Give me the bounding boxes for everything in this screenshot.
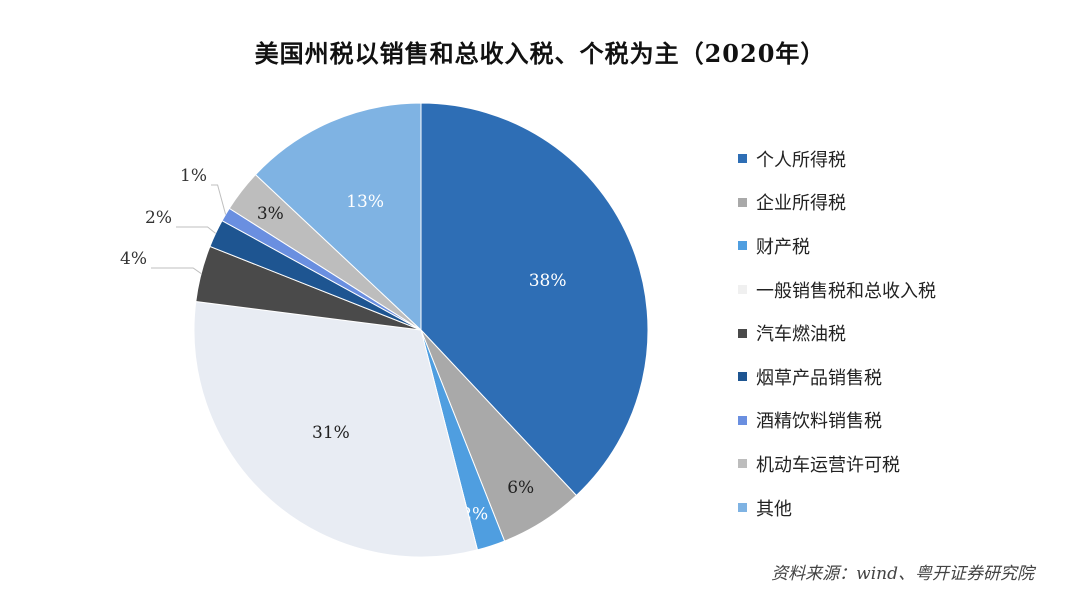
slice-label: 4% — [120, 249, 147, 269]
legend-label: 其他 — [756, 498, 792, 520]
legend-label: 烟草产品销售税 — [756, 367, 882, 389]
leader-line — [211, 184, 227, 215]
legend-label: 企业所得税 — [756, 193, 846, 215]
legend-item: 个人所得税 — [738, 137, 936, 181]
legend-swatch — [738, 328, 747, 338]
legend-label: 汽车燃油税 — [756, 324, 846, 346]
slice-label: 13% — [346, 192, 384, 212]
legend-swatch — [738, 197, 747, 207]
legend-item: 其他 — [738, 486, 936, 530]
slice-label: 1% — [180, 166, 207, 186]
pie-slice — [254, 102, 422, 332]
chart-legend: 个人所得税企业所得税财产税一般销售税和总收入税 汽车燃油税烟草产品销售税 酒精饮料销… — [738, 137, 936, 529]
legend-swatch — [738, 154, 747, 164]
legend-swatch — [738, 459, 747, 469]
legend-item: 财产税 — [738, 224, 936, 268]
slice-label: 38% — [529, 271, 567, 291]
legend-item: 烟草产品销售税 — [738, 355, 936, 399]
slice-label: 3% — [257, 204, 284, 224]
legend-swatch — [738, 372, 747, 382]
legend-label: 酒精饮料销售税 — [756, 411, 882, 433]
source-note: 资料来源：wind、粤开证券研究院 — [771, 564, 1034, 584]
slice-label: 6% — [507, 478, 534, 498]
pie-slice — [420, 102, 649, 497]
legend-item: 酒精饮料销售税 — [738, 399, 936, 443]
legend-item: 一般销售税和总收入税 — [738, 268, 936, 312]
pie-slice — [193, 300, 479, 558]
chart-title: 美国州税以销售和总收入税、个税为主（2020年） — [254, 39, 826, 68]
legend-label: 财产税 — [756, 236, 810, 258]
legend-label: 个人所得税 — [756, 149, 846, 171]
legend-swatch — [738, 285, 747, 295]
legend-swatch — [738, 241, 747, 251]
legend-item: 机动车运营许可税 — [738, 442, 936, 486]
legend-item: 企业所得税 — [738, 181, 936, 225]
legend-item: 汽车燃油税 — [738, 311, 936, 355]
slice-label: 31% — [312, 423, 350, 443]
leader-line — [176, 226, 216, 234]
leader-line — [151, 267, 202, 274]
legend-label: 机动车运营许可税 — [756, 454, 900, 476]
legend-swatch — [738, 415, 747, 425]
slice-label: 2% — [145, 208, 172, 228]
legend-label: 一般销售税和总收入税 — [756, 280, 936, 302]
legend-swatch — [738, 503, 747, 513]
